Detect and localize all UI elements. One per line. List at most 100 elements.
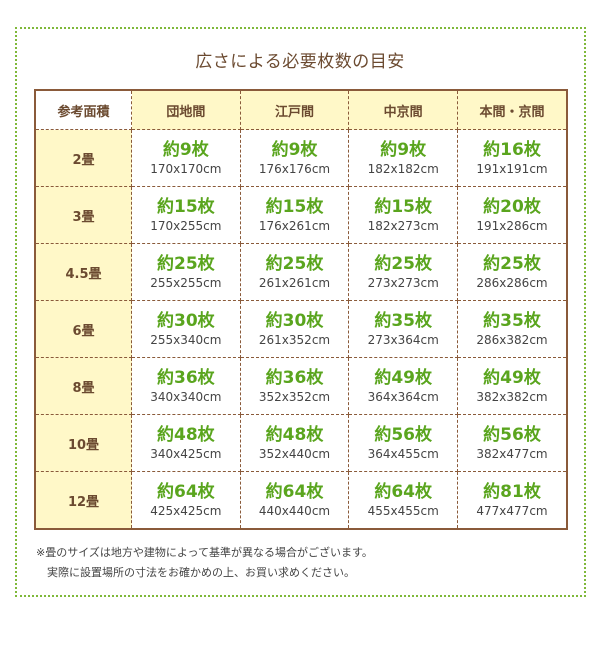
mat-count: 約48枚 [157,425,215,445]
mat-count: 約16枚 [483,140,541,160]
size-cell: 約49枚 364x364cm [348,357,459,415]
area-cell: 10畳 [34,414,132,472]
size-cell: 約25枚 286x286cm [457,243,568,301]
size-cell: 約49枚 382x382cm [457,357,568,415]
size-cell: 約30枚 261x352cm [239,300,350,358]
room-dimensions: 286x382cm [476,333,548,347]
header-honma-kyoma: 本間・京間 [457,89,568,130]
header-chukyoma: 中京間 [348,89,459,130]
area-cell: 4.5畳 [34,243,132,301]
room-dimensions: 352x352cm [258,390,331,404]
room-dimensions: 455x455cm [367,504,439,518]
room-dimensions: 261x261cm [258,276,331,290]
page-title: 広さによる必要枚数の目安 [181,47,419,74]
room-dimensions: 191x286cm [476,219,548,233]
mat-count: 約64枚 [265,482,324,502]
room-dimensions: 364x455cm [367,447,439,461]
content-frame [15,27,586,597]
mat-count: 約15枚 [265,197,324,217]
room-dimensions: 170x170cm [150,162,222,176]
mat-count: 約25枚 [157,254,215,274]
area-cell: 3畳 [34,186,132,244]
table-row: 8畳 約36枚 340x340cm 約36枚 352x352cm 約49枚 364x364c… [34,357,568,415]
area-cell: 8畳 [34,357,132,415]
room-dimensions: 425x425cm [150,504,222,518]
mat-count: 約25枚 [265,254,324,274]
table-row: 10畳 約48枚 340x425cm 約48枚 352x440cm 約56枚 364x455… [34,414,568,472]
mat-count: 約35枚 [374,311,433,331]
size-cell: 約9枚 182x182cm [348,129,459,187]
size-cell: 約56枚 382x477cm [457,414,568,472]
mat-count: 約49枚 [374,368,433,388]
size-cell: 約48枚 352x440cm [239,414,350,472]
room-dimensions: 182x182cm [367,162,439,176]
header-edoma: 江戸間 [239,89,350,130]
room-dimensions: 477x477cm [476,504,548,518]
table-row: 3畳 約15枚 170x255cm 約15枚 176x261cm 約15枚 182x273c… [34,186,568,244]
note-line-2: 実際に設置場所の寸法をお確かめの上、お買い求めください。 [36,566,355,579]
header-danchima: 団地間 [131,89,241,130]
mat-count: 約30枚 [157,311,215,331]
mat-count: 約48枚 [265,425,324,445]
size-cell: 約16枚 191x191cm [457,129,568,187]
size-cell: 約64枚 455x455cm [348,471,459,530]
size-cell: 約15枚 182x273cm [348,186,459,244]
room-dimensions: 261x352cm [258,333,331,347]
tatami-size-table: 参考面積 団地間 江戸間 中京間 本間・京間 2畳 約9枚 170x170cm 約9枚… [34,89,568,530]
room-dimensions: 191x191cm [476,162,548,176]
mat-count: 約9枚 [380,140,427,160]
size-cell: 約30枚 255x340cm [131,300,241,358]
size-cell: 約35枚 286x382cm [457,300,568,358]
size-cell: 約9枚 170x170cm [131,129,241,187]
room-dimensions: 340x425cm [150,447,222,461]
size-cell: 約48枚 340x425cm [131,414,241,472]
table-row: 4.5畳 約25枚 255x255cm 約25枚 261x261cm 約25枚 273x27… [34,243,568,301]
mat-count: 約36枚 [265,368,324,388]
room-dimensions: 352x440cm [258,447,331,461]
size-cell: 約56枚 364x455cm [348,414,459,472]
room-dimensions: 440x440cm [258,504,331,518]
table-row: 12畳 約64枚 425x425cm 約64枚 440x440cm 約64枚 455x455… [34,471,568,530]
mat-count: 約9枚 [271,140,318,160]
size-cell: 約15枚 170x255cm [131,186,241,244]
room-dimensions: 176x176cm [258,162,331,176]
room-dimensions: 340x340cm [150,390,222,404]
size-cell: 約35枚 273x364cm [348,300,459,358]
mat-count: 約20枚 [483,197,541,217]
mat-count: 約25枚 [374,254,433,274]
mat-count: 約25枚 [483,254,541,274]
size-cell: 約25枚 261x261cm [239,243,350,301]
area-cell: 12畳 [34,471,132,530]
mat-count: 約81枚 [483,482,541,502]
size-cell: 約9枚 176x176cm [239,129,350,187]
mat-count: 約56枚 [374,425,433,445]
room-dimensions: 273x273cm [367,276,439,290]
size-cell: 約25枚 273x273cm [348,243,459,301]
mat-count: 約49枚 [483,368,541,388]
table-header-row: 参考面積 団地間 江戸間 中京間 本間・京間 [34,89,568,130]
size-cell: 約36枚 352x352cm [239,357,350,415]
room-dimensions: 176x261cm [258,219,331,233]
size-cell: 約81枚 477x477cm [457,471,568,530]
size-cell: 約25枚 255x255cm [131,243,241,301]
mat-count: 約30枚 [265,311,324,331]
room-dimensions: 255x340cm [150,333,222,347]
mat-count: 約9枚 [162,140,209,160]
table-row: 6畳 約30枚 255x340cm 約30枚 261x352cm 約35枚 273x364c… [34,300,568,358]
mat-count: 約64枚 [374,482,433,502]
room-dimensions: 170x255cm [150,219,222,233]
mat-count: 約15枚 [157,197,215,217]
room-dimensions: 273x364cm [367,333,439,347]
room-dimensions: 382x382cm [476,390,548,404]
size-cell: 約15枚 176x261cm [239,186,350,244]
size-cell: 約64枚 425x425cm [131,471,241,530]
mat-count: 約56枚 [483,425,541,445]
table-row: 2畳 約9枚 170x170cm 約9枚 176x176cm 約9枚 182x182cm 約1… [34,129,568,187]
mat-count: 約15枚 [374,197,433,217]
area-cell: 6畳 [34,300,132,358]
area-cell: 2畳 [34,129,132,187]
mat-count: 約36枚 [157,368,215,388]
size-cell: 約64枚 440x440cm [239,471,350,530]
room-dimensions: 255x255cm [150,276,222,290]
size-cell: 約36枚 340x340cm [131,357,241,415]
